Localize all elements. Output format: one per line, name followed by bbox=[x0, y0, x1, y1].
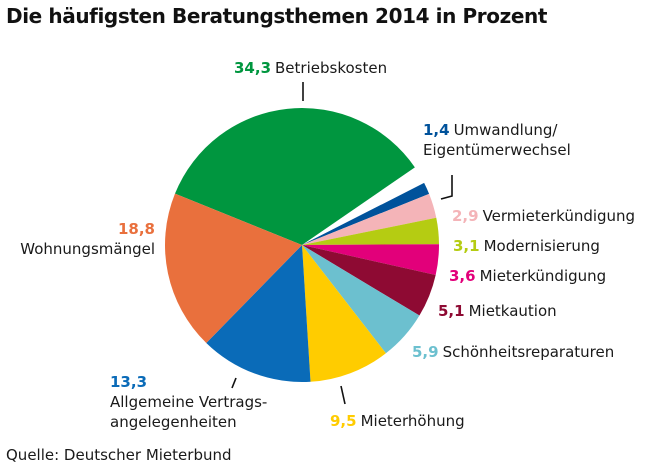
name-mietkaution: Mietkaution bbox=[468, 302, 557, 320]
leader-line-umwandlung bbox=[440, 175, 453, 200]
leader-line-vertragsangelegenheiten bbox=[231, 377, 237, 389]
pie-slice-umwandlung bbox=[302, 182, 430, 245]
label-mieterhoehung: 9,5 Mieterhöhung bbox=[330, 411, 465, 431]
pie-slice-mietkaution bbox=[302, 245, 436, 316]
name-vermieterkuendigung: Vermieterkündigung bbox=[482, 207, 636, 225]
label-wohnungsmaengel: 18,8 Wohnungsmängel bbox=[20, 219, 155, 259]
value-modernisierung: 3,1 bbox=[453, 237, 480, 255]
name-vertragsangelegenheiten-line2: angelegenheiten bbox=[110, 413, 237, 431]
leader-line-mieterhoehung bbox=[340, 385, 346, 405]
pie-slice-modernisierung bbox=[302, 217, 439, 245]
name-vertragsangelegenheiten: Allgemeine Vertrags- bbox=[110, 393, 268, 411]
value-vermieterkuendigung: 2,9 bbox=[452, 207, 479, 225]
source-note: Quelle: Deutscher Mieterbund bbox=[6, 446, 232, 464]
label-vertragsangelegenheiten: 13,3 Allgemeine Vertrags- angelegenheite… bbox=[110, 372, 267, 432]
pie-slice-schoenheitsreparaturen bbox=[302, 245, 420, 354]
label-schoenheitsreparaturen: 5,9 Schönheitsreparaturen bbox=[412, 342, 614, 362]
pie-slice-wohnungsmaengel bbox=[165, 193, 302, 344]
pie-slice-mieterhoehung bbox=[302, 245, 386, 382]
label-mieterkuendigung: 3,6 Mieterkündigung bbox=[449, 266, 606, 286]
value-mieterhoehung: 9,5 bbox=[330, 412, 357, 430]
value-vertragsangelegenheiten: 13,3 bbox=[110, 373, 148, 391]
name-umwandlung-line2: Eigentümerwechsel bbox=[423, 141, 571, 159]
value-mieterkuendigung: 3,6 bbox=[449, 267, 476, 285]
pie-slice-betriebskosten bbox=[174, 108, 415, 245]
chart-title: Die häufigsten Beratungsthemen 2014 in P… bbox=[6, 4, 548, 28]
value-umwandlung: 1,4 bbox=[423, 121, 450, 139]
pie-slice-vertragsangelegenheiten bbox=[206, 245, 311, 383]
name-mieterhoehung: Mieterhöhung bbox=[360, 412, 465, 430]
name-mieterkuendigung: Mieterkündigung bbox=[479, 267, 607, 285]
name-umwandlung: Umwandlung/ bbox=[453, 121, 558, 139]
label-mietkaution: 5,1 Mietkaution bbox=[438, 301, 557, 321]
label-umwandlung: 1,4 Umwandlung/ Eigentümerwechsel bbox=[423, 120, 571, 160]
name-betriebskosten: Betriebskosten bbox=[275, 59, 388, 77]
pie-slice-mieterkuendigung bbox=[302, 244, 440, 275]
value-wohnungsmaengel: 18,8 bbox=[117, 220, 155, 238]
name-wohnungsmaengel: Wohnungsmängel bbox=[20, 240, 155, 258]
label-modernisierung: 3,1 Modernisierung bbox=[453, 236, 600, 256]
value-mietkaution: 5,1 bbox=[438, 302, 465, 320]
pie-slice-vermieterkuendigung bbox=[302, 193, 437, 245]
name-modernisierung: Modernisierung bbox=[483, 237, 600, 255]
label-betriebskosten: 34,3 Betriebskosten bbox=[234, 58, 387, 78]
name-schoenheitsreparaturen: Schönheitsreparaturen bbox=[442, 343, 615, 361]
value-schoenheitsreparaturen: 5,9 bbox=[412, 343, 439, 361]
label-vermieterkuendigung: 2,9 Vermieterkündigung bbox=[452, 206, 635, 226]
value-betriebskosten: 34,3 bbox=[234, 59, 272, 77]
